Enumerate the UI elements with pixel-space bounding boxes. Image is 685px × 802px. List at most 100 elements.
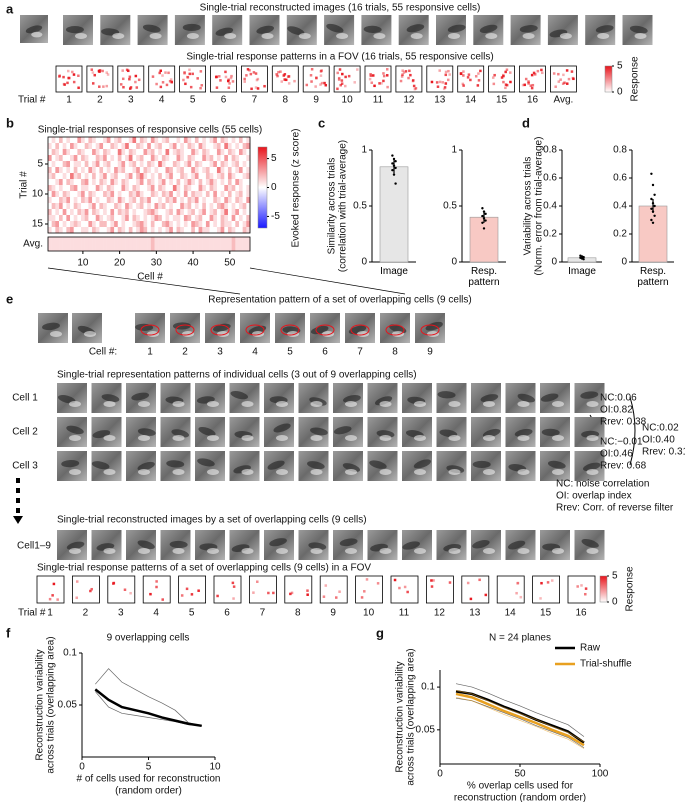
data-point <box>484 219 487 222</box>
heat-cell <box>121 173 126 180</box>
fov-cell <box>230 74 233 78</box>
data-point <box>482 210 486 213</box>
legend-text: Rrev: Corr. of reverse filter <box>556 503 674 514</box>
heat-cell <box>136 149 141 156</box>
heat-cell <box>198 149 203 156</box>
fov-cell <box>122 85 125 89</box>
fov-cell <box>467 73 471 76</box>
image-tile <box>505 417 536 447</box>
image-glow <box>138 469 150 475</box>
image-tile <box>540 451 570 481</box>
pair-stat: NC:0.06 <box>600 393 637 404</box>
fov-cell <box>476 84 480 87</box>
trial-label: 4 <box>153 608 159 619</box>
fov-cell <box>382 72 385 75</box>
image-blob <box>507 540 526 550</box>
fov-cell <box>188 72 192 76</box>
heat-cell <box>114 179 118 186</box>
fov-cell <box>186 76 190 79</box>
heat-cell <box>172 197 177 204</box>
image-tile <box>38 313 68 343</box>
heat-frame <box>47 136 251 234</box>
heat-cell <box>194 161 199 168</box>
heat-cell <box>132 185 137 192</box>
heat-cell <box>77 227 82 234</box>
fov-cell <box>248 69 251 72</box>
x-tick-label: 50 <box>514 769 526 780</box>
heat-cell <box>213 173 218 180</box>
fov-cell <box>101 69 104 73</box>
heat-cell <box>216 227 221 234</box>
bar <box>469 216 499 263</box>
heat-cell <box>84 155 89 162</box>
heat-cell <box>125 167 129 174</box>
heat-cell <box>70 173 74 180</box>
heat-cell <box>95 203 100 210</box>
fov-cell <box>527 82 530 85</box>
image-tile <box>622 15 653 45</box>
row-title: Single-trial reconstructed images (16 tr… <box>200 3 481 14</box>
heat-cell <box>73 221 78 228</box>
fov-frame <box>355 575 384 604</box>
heat-cell <box>70 155 74 162</box>
heat-cell <box>132 227 137 234</box>
heat-cell <box>213 149 218 156</box>
heat-cell <box>66 137 71 144</box>
heat-cell <box>158 167 163 174</box>
x-tick-label: 0 <box>437 769 443 780</box>
heat-cell <box>220 237 225 251</box>
y-tick-label: 0 <box>551 257 557 268</box>
heat-cell <box>132 161 137 168</box>
fov-cell <box>289 592 292 596</box>
colorbar <box>604 65 613 93</box>
heat-cell <box>209 203 214 210</box>
heat-cell <box>110 179 115 186</box>
pair-stat: Rrev: 0.68 <box>600 461 647 472</box>
heat-cell <box>209 179 214 186</box>
trial-label: 12 <box>403 95 415 106</box>
heat-cell <box>88 137 93 144</box>
heat-cell <box>194 221 199 228</box>
fov-cell <box>412 84 416 88</box>
heat-cell <box>55 221 60 228</box>
heat-cell <box>169 215 174 222</box>
x-tick-label: 30 <box>151 258 163 269</box>
heat-cell <box>62 191 67 198</box>
heat-cell <box>213 197 218 204</box>
fov-frame <box>550 65 577 93</box>
fov-cell <box>170 81 174 84</box>
fov-cell <box>444 70 448 74</box>
heat-cell <box>51 149 56 156</box>
heat-cell <box>99 173 104 180</box>
x-tick-label: 100 <box>592 769 609 780</box>
heat-cell <box>154 209 159 216</box>
heat-cell <box>106 173 111 180</box>
heat-cell <box>205 191 210 198</box>
heat-cell <box>209 185 214 192</box>
heat-cell <box>136 185 141 192</box>
heat-cell <box>88 197 93 204</box>
heat-cell <box>205 209 210 216</box>
heat-cell <box>121 179 126 186</box>
fov-cell <box>539 597 542 600</box>
heat-cell <box>220 197 225 204</box>
image-blob <box>472 460 491 469</box>
heat-cell <box>180 143 185 150</box>
colorbar-tick-label: 0 <box>271 182 277 193</box>
heat-cell <box>99 237 104 251</box>
heat-cell <box>106 209 111 216</box>
image-tile <box>367 383 398 413</box>
fov-cell <box>478 578 481 582</box>
fov-frame <box>319 575 348 604</box>
fov-frame <box>142 575 171 604</box>
heat-cell <box>121 155 126 162</box>
heat-cell <box>84 191 89 198</box>
image-glow <box>379 401 392 407</box>
heat-cell <box>77 143 82 150</box>
fov-cell <box>540 581 543 585</box>
fov-tile <box>461 575 490 604</box>
heat-cell <box>187 203 192 210</box>
data-point <box>653 204 656 208</box>
heat-cell <box>154 237 159 251</box>
heat-cell <box>95 215 100 222</box>
